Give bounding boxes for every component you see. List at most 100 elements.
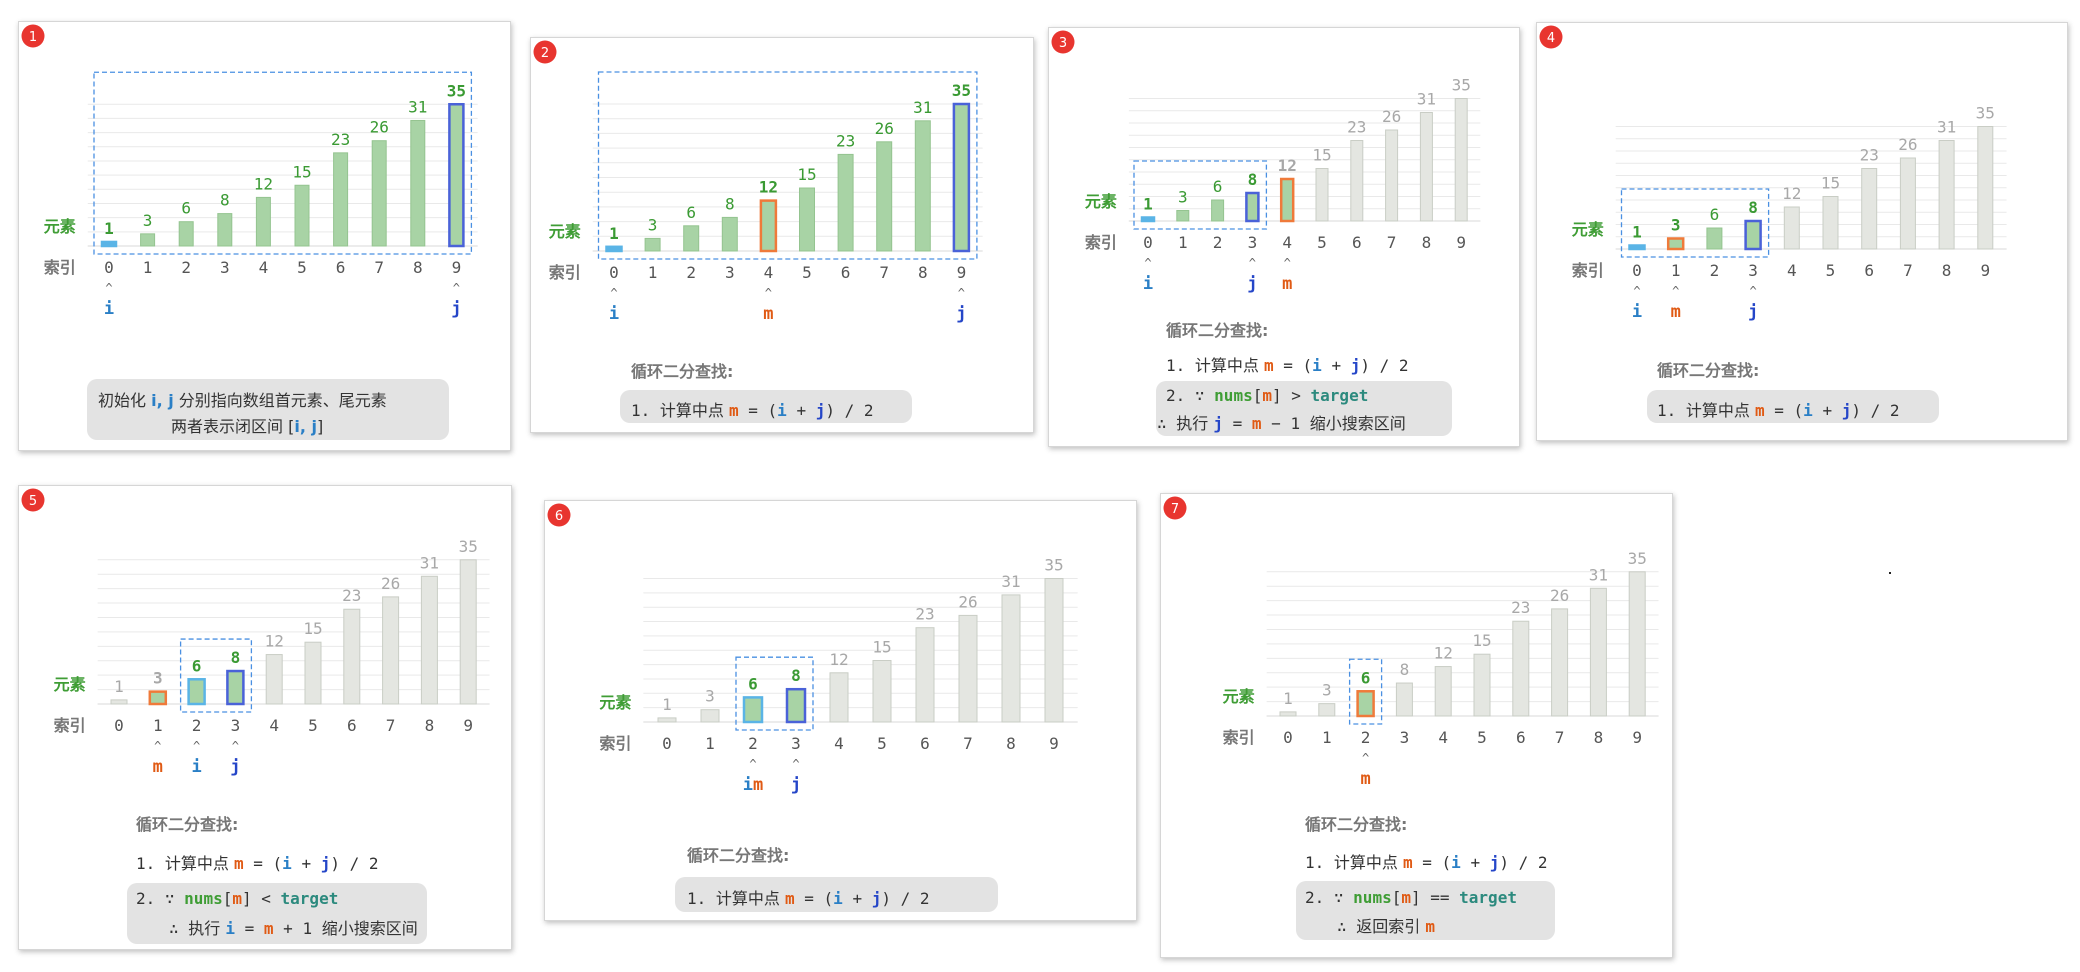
bar — [759, 199, 778, 253]
bar — [1628, 571, 1646, 717]
value-label: 23 — [1511, 598, 1530, 617]
bar — [255, 196, 271, 247]
index-label: 2 — [686, 263, 696, 282]
step-panel-5: 1 0 3 1 6 2 8 3 12 4 15 5 23 6 26 7 31 8 35 9 元素 索引 ^ m ^ i ^ j 5 循环… — [18, 485, 512, 950]
index-label: 3 — [1400, 728, 1410, 747]
value-label: 12 — [265, 632, 284, 651]
index-label: 7 — [963, 734, 973, 753]
axis-label-index: 索引 — [1085, 233, 1117, 252]
value-label: 26 — [381, 574, 400, 593]
step-badge-number: 3 — [1059, 36, 1067, 51]
value-label: 23 — [1347, 118, 1366, 137]
index-label: 5 — [297, 258, 307, 277]
pointer-caret: ^ — [1749, 284, 1756, 298]
index-label: 3 — [1248, 233, 1258, 252]
note-title: 循环二分查找: — [1305, 815, 1408, 834]
index-label: 8 — [1422, 233, 1432, 252]
note-action: ∴ 执行 i = m + 1 缩小搜索区间 — [169, 919, 418, 938]
pointer-caret: ^ — [749, 757, 756, 771]
value-label: 31 — [1001, 572, 1020, 591]
index-label: 0 — [1283, 728, 1293, 747]
axis-label-elements: 元素 — [1223, 687, 1255, 706]
bar — [448, 103, 465, 248]
bar — [187, 678, 206, 706]
value-label: 15 — [872, 638, 891, 657]
axis-label-elements: 元素 — [599, 693, 631, 712]
value-label: 26 — [1382, 107, 1401, 126]
index-label: 7 — [1387, 233, 1397, 252]
bar — [1140, 216, 1156, 223]
pointer-label-i: i — [609, 304, 619, 324]
pointer-label-i: i — [1632, 302, 1642, 322]
step-panel-3: 1 0 3 1 6 2 8 3 12 4 15 5 23 6 26 7 31 8 35 9 元素 索引 ^ i ^ j ^ m 3 循环… — [1048, 27, 1520, 447]
value-label: 15 — [1312, 146, 1331, 165]
index-label: 6 — [841, 263, 851, 282]
index-label: 5 — [1477, 728, 1487, 747]
stray-dot — [1889, 572, 1891, 574]
value-label: 26 — [958, 592, 977, 611]
bar — [700, 709, 720, 723]
value-label: 6 — [1710, 205, 1720, 224]
axis-label-index: 索引 — [54, 716, 86, 735]
value-label: 6 — [686, 203, 696, 222]
index-label: 8 — [1594, 728, 1604, 747]
value-label: 15 — [1472, 631, 1491, 650]
bar — [952, 102, 971, 253]
index-label: 4 — [834, 734, 844, 753]
index-label: 8 — [413, 258, 423, 277]
pointer-label-j: j — [451, 299, 461, 319]
value-label: 1 — [104, 219, 114, 238]
value-label: 8 — [1748, 198, 1758, 217]
step-badge — [533, 40, 557, 64]
search-range-bracket — [1620, 188, 1770, 258]
note-box — [1296, 881, 1555, 940]
value-label: 35 — [459, 537, 478, 556]
value-label: 31 — [420, 553, 439, 572]
note-title: 循环二分查找: — [1166, 321, 1269, 340]
index-label: 0 — [1632, 261, 1642, 280]
value-label: 31 — [1417, 90, 1436, 109]
bar — [1666, 237, 1685, 251]
pointer-caret: ^ — [453, 281, 460, 295]
index-label: 2 — [1710, 261, 1720, 280]
pointer-caret: ^ — [232, 739, 239, 753]
value-label: 26 — [1550, 586, 1569, 605]
pointer-caret: ^ — [1633, 284, 1640, 298]
pointer-caret: ^ — [610, 286, 617, 300]
note-box — [675, 877, 998, 912]
step-panel-2: 1 0 3 1 6 2 8 3 12 4 15 5 23 6 26 7 31 8 35 9 元素 索引 ^ i ^ m ^ j 2 循环… — [530, 37, 1034, 433]
pointer-label-j: j — [230, 757, 240, 777]
index-label: 3 — [791, 734, 801, 753]
bar — [1861, 168, 1878, 250]
index-label: 4 — [1787, 261, 1797, 280]
index-label: 0 — [114, 716, 124, 735]
bar — [343, 608, 361, 705]
value-label: 12 — [1278, 156, 1297, 175]
value-label: 1 — [1143, 195, 1153, 214]
index-label: 2 — [1213, 233, 1223, 252]
value-label: 1 — [662, 695, 672, 714]
index-label: 6 — [347, 716, 357, 735]
value-label: 12 — [1434, 644, 1453, 663]
note-box — [87, 379, 449, 440]
bar — [1350, 140, 1364, 222]
axis-label-index: 索引 — [44, 258, 76, 277]
value-label: 1 — [609, 224, 619, 243]
index-label: 7 — [374, 258, 384, 277]
value-label: 8 — [791, 666, 801, 685]
bar — [1279, 711, 1297, 717]
note-compute: 1. 计算中点 m = (i + j) / 2 — [687, 889, 930, 908]
note-box — [1156, 381, 1452, 436]
bar — [1899, 157, 1916, 250]
bar — [382, 596, 400, 705]
value-label: 8 — [1400, 660, 1410, 679]
bar — [683, 225, 700, 252]
index-label: 8 — [425, 716, 435, 735]
note-box — [127, 883, 427, 944]
bar — [420, 575, 438, 705]
pointer-caret: ^ — [958, 286, 965, 300]
value-label: 23 — [836, 131, 855, 150]
note-compute: 1. 计算中点 m = (i + j) / 2 — [136, 854, 379, 873]
